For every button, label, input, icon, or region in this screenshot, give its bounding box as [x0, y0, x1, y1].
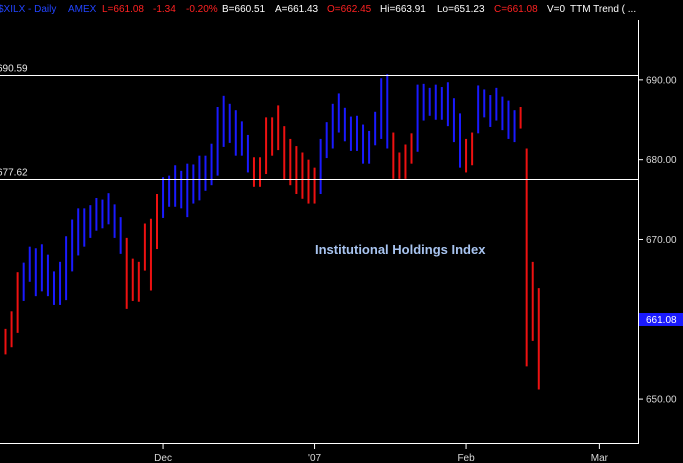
y-tick-label-4: 690.00	[646, 75, 677, 86]
header-ask: A=661.43	[275, 4, 319, 15]
header-exchange: AMEX	[68, 4, 97, 15]
x-tick-label-3: Mar	[591, 453, 609, 463]
header-low: Lo=651.23	[437, 4, 485, 15]
x-tick-label-0: Dec	[154, 453, 172, 463]
header-study: TTM Trend ( ...	[570, 4, 636, 15]
last-value-label: 661.08	[646, 315, 677, 326]
header-high: Hi=663.91	[380, 4, 426, 15]
header-last: L=661.08	[102, 4, 144, 15]
header-bid: B=660.51	[222, 4, 266, 15]
y-tick-label-2: 670.00	[646, 235, 677, 246]
y-tick-label-0: 650.00	[646, 395, 677, 406]
header-change-pct: -0.20%	[186, 4, 218, 15]
price-bars	[4, 74, 540, 390]
header-symbol: $XILX - Daily	[0, 4, 56, 15]
reference-lines: 690.59 677.62	[0, 64, 638, 180]
last-value-badge: 661.08	[639, 313, 683, 326]
x-axis-ticks: Dec '07 Feb Mar	[154, 443, 609, 463]
x-tick-label-1: '07	[308, 453, 321, 463]
reference-line-label-0: 690.59	[0, 64, 28, 75]
y-tick-label-3: 680.00	[646, 155, 677, 166]
header-volume: V=0	[547, 4, 566, 15]
last-value-badge-box	[639, 313, 683, 326]
header-change: -1.34	[153, 4, 176, 15]
chart-annotation: Institutional Holdings Index	[315, 242, 486, 257]
header-bar: $XILX - Daily AMEX L=661.08 -1.34 -0.20%…	[0, 4, 636, 15]
x-tick-label-2: Feb	[457, 453, 475, 463]
header-open: O=662.45	[327, 4, 372, 15]
header-close: C=661.08	[494, 4, 538, 15]
reference-line-label-1: 677.62	[0, 168, 28, 179]
